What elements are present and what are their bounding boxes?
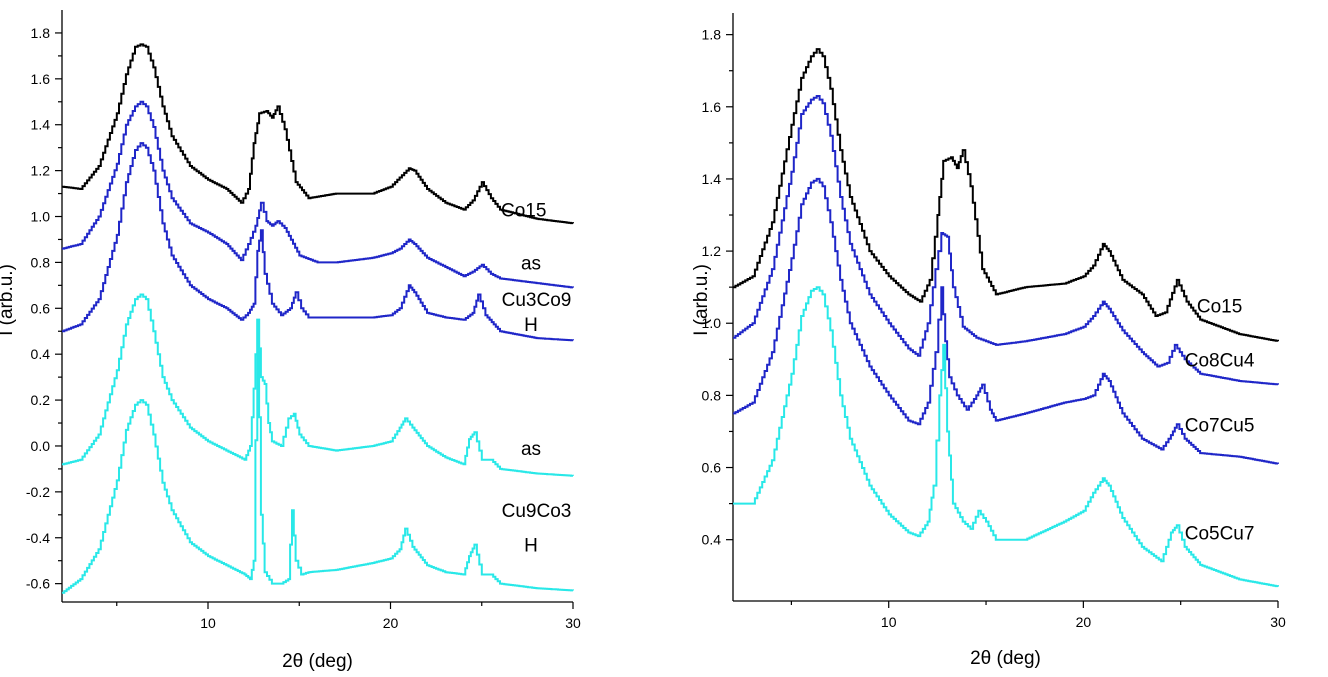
y-tick-label: 0.8 (702, 387, 722, 403)
trace-0-0 (62, 43, 574, 225)
trace-1-2 (733, 177, 1279, 465)
y-tick-label: 1.6 (31, 71, 51, 87)
y-tick-label: 0.2 (31, 392, 51, 408)
series-annotation: Co15 (1197, 296, 1242, 317)
y-tick-label: 1.6 (702, 99, 722, 115)
y-tick-label: 1.8 (702, 27, 722, 43)
series-annotation: Cu9Co3 (502, 501, 572, 522)
series-annotation: H (524, 536, 538, 557)
y-tick-label: 1.0 (31, 209, 51, 225)
series-annotation: Co8Cu4 (1185, 351, 1255, 372)
series-annotation: Co7Cu5 (1185, 415, 1255, 436)
y-tick-label: -0.6 (26, 576, 50, 592)
y-tick-label: 0.0 (31, 438, 51, 454)
trace-0-2 (62, 142, 574, 342)
series-annotation: Co5Cu7 (1185, 524, 1255, 545)
trace-1-0 (733, 48, 1279, 342)
y-tick-label: 1.2 (31, 163, 51, 179)
x-tick-label: 20 (383, 615, 399, 631)
y-tick-label: -0.2 (26, 484, 50, 500)
x-tick-label: 30 (565, 615, 581, 631)
series-annotation: as (521, 439, 541, 460)
y-tick-label: 0.4 (702, 532, 722, 548)
y-axis-title: I (arb.u.) (691, 264, 712, 336)
trace-1-1 (733, 95, 1279, 386)
y-tick-label: 1.2 (702, 243, 722, 259)
series-annotation: as (521, 253, 541, 274)
y-tick-label: 0.6 (31, 300, 51, 316)
x-tick-label: 30 (1270, 614, 1286, 630)
y-tick-label: 1.4 (702, 171, 722, 187)
y-tick-label: 0.4 (31, 346, 51, 362)
series-annotation: H (524, 315, 538, 336)
trace-0-1 (62, 100, 574, 289)
series-annotation: Co15 (501, 201, 546, 222)
y-tick-label: 1.8 (31, 25, 51, 41)
trace-0-3 (62, 293, 574, 477)
x-axis-title: 2θ (deg) (282, 651, 353, 672)
trace-1-3 (733, 286, 1279, 588)
right-chart-panel: 10 20 30 0.4 0.6 0.8 1.0 1.2 1.4 1.6 1.8 2θ (deg) I … (691, 13, 1286, 669)
x-tick-label: 10 (200, 615, 216, 631)
y-tick-label: 1.4 (31, 117, 51, 133)
x-axis-title: 2θ (deg) (970, 648, 1041, 669)
trace-0-4 (62, 318, 574, 594)
y-tick-label: 0.6 (702, 460, 722, 476)
y-tick-label: 0.8 (31, 254, 51, 270)
x-tick-label: 20 (1076, 614, 1092, 630)
x-tick-label: 10 (881, 614, 897, 630)
left-chart-panel: 10 20 30 -0.6 -0.4 -0.2 0.0 0.2 0.4 0.6 0.8 1.0 1.2 1… (0, 10, 581, 672)
y-tick-label: -0.4 (26, 530, 50, 546)
y-tick-label: 1.0 (702, 315, 722, 331)
y-axis-title: I (arb.u.) (0, 264, 17, 336)
series-annotation: Cu3Co9 (502, 290, 572, 311)
